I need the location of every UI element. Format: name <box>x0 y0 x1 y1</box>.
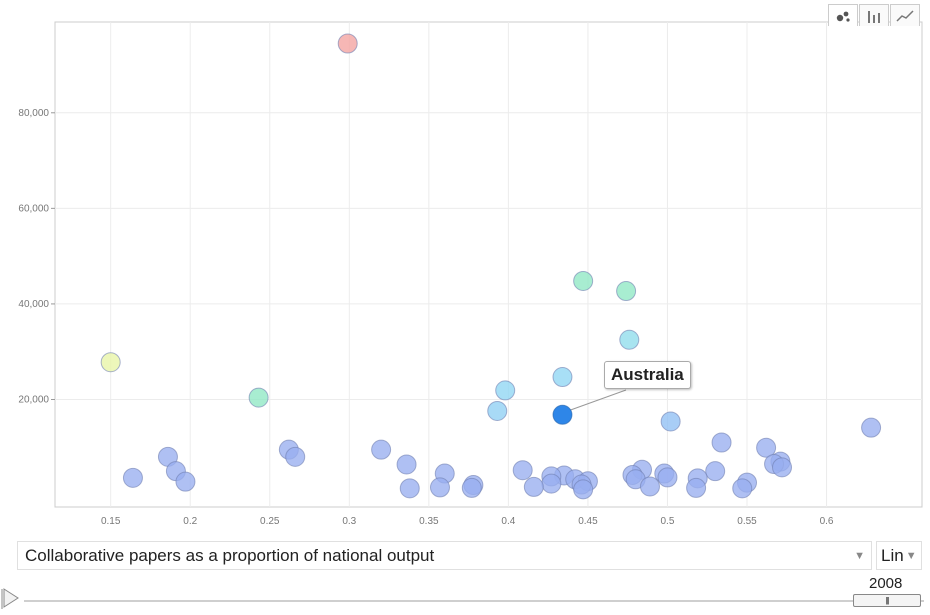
play-icon <box>1 588 19 609</box>
chart-view-tabs <box>828 4 921 26</box>
data-point[interactable] <box>248 387 269 408</box>
x-tick-label: 0.4 <box>501 516 515 527</box>
x-axis-selector-label: Collaborative papers as a proportion of … <box>25 545 435 565</box>
tooltip-leader-line <box>568 389 627 412</box>
x-tick-label: 0.35 <box>419 516 439 527</box>
data-point[interactable] <box>122 467 143 488</box>
data-point[interactable] <box>619 329 640 350</box>
timeline-track[interactable] <box>24 600 924 602</box>
x-axis-ticks: 0.15 0.2 0.25 0.3 0.35 0.4 0.45 0.5 0.55 0.6 <box>101 516 834 527</box>
data-point[interactable] <box>100 352 121 373</box>
data-point[interactable] <box>487 400 508 421</box>
bubble-chart-icon <box>836 11 850 22</box>
x-tick-label: 0.3 <box>342 516 356 527</box>
data-point[interactable] <box>686 477 707 498</box>
data-point[interactable] <box>756 437 777 458</box>
current-year-label: 2008 <box>869 575 903 592</box>
data-point-highlighted[interactable] <box>552 404 573 425</box>
timeline-slider-handle[interactable]: ||| <box>853 594 921 607</box>
x-scale-selector[interactable]: Lin ▼ <box>876 541 922 570</box>
x-tick-label: 0.6 <box>820 516 834 527</box>
x-tick-label: 0.2 <box>183 516 197 527</box>
y-axis-ticks: 20,000 40,000 60,000 80,000 <box>18 108 55 405</box>
grip-icon: ||| <box>885 595 889 605</box>
y-gridlines <box>55 112 922 400</box>
data-point[interactable] <box>461 477 482 498</box>
x-gridlines <box>110 22 828 507</box>
data-point[interactable] <box>512 460 533 481</box>
data-point[interactable] <box>732 478 753 499</box>
dropdown-arrow-icon: ▼ <box>905 549 917 562</box>
x-tick-label: 0.5 <box>661 516 675 527</box>
bubble-view-tab[interactable] <box>828 4 858 26</box>
line-chart-icon <box>896 9 914 22</box>
point-tooltip: Australia <box>604 361 691 389</box>
x-axis-selector[interactable]: Collaborative papers as a proportion of … <box>17 541 872 570</box>
data-point[interactable] <box>429 477 450 498</box>
data-point[interactable] <box>399 478 420 499</box>
data-point[interactable] <box>573 479 594 500</box>
y-tick-label: 60,000 <box>18 203 49 214</box>
data-point[interactable] <box>523 476 544 497</box>
x-tick-label: 0.55 <box>737 516 757 527</box>
bar-chart-icon <box>868 10 880 23</box>
data-point[interactable] <box>396 454 417 475</box>
data-point[interactable] <box>616 281 637 302</box>
data-point[interactable] <box>711 432 732 453</box>
data-point[interactable] <box>552 367 573 388</box>
data-points <box>100 33 882 500</box>
x-scale-selector-label: Lin <box>881 545 904 565</box>
line-view-tab[interactable] <box>890 4 920 26</box>
x-tick-label: 0.25 <box>260 516 280 527</box>
x-tick-label: 0.45 <box>578 516 598 527</box>
data-point[interactable] <box>337 33 358 54</box>
data-point[interactable] <box>861 417 882 438</box>
data-point[interactable] <box>639 476 660 497</box>
data-point[interactable] <box>772 457 793 478</box>
play-button[interactable] <box>0 586 22 610</box>
x-tick-label: 0.15 <box>101 516 121 527</box>
plot-area <box>54 21 923 508</box>
y-tick-label: 80,000 <box>18 108 49 119</box>
y-tick-label: 40,000 <box>18 299 49 310</box>
bubble-chart: 0.15 0.2 0.25 0.3 0.35 0.4 0.45 0.5 0.55 0.6 20,0… <box>18 21 923 527</box>
y-tick-label: 20,000 <box>18 394 49 405</box>
bar-view-tab[interactable] <box>859 4 889 26</box>
data-point[interactable] <box>657 467 678 488</box>
data-point[interactable] <box>541 473 562 494</box>
data-point[interactable] <box>285 446 306 467</box>
dropdown-arrow-icon: ▼ <box>854 549 865 562</box>
data-point[interactable] <box>371 439 392 460</box>
data-point[interactable] <box>175 471 196 492</box>
data-point[interactable] <box>660 411 681 432</box>
data-point[interactable] <box>495 380 516 401</box>
data-point[interactable] <box>573 270 594 291</box>
data-point[interactable] <box>705 461 726 482</box>
